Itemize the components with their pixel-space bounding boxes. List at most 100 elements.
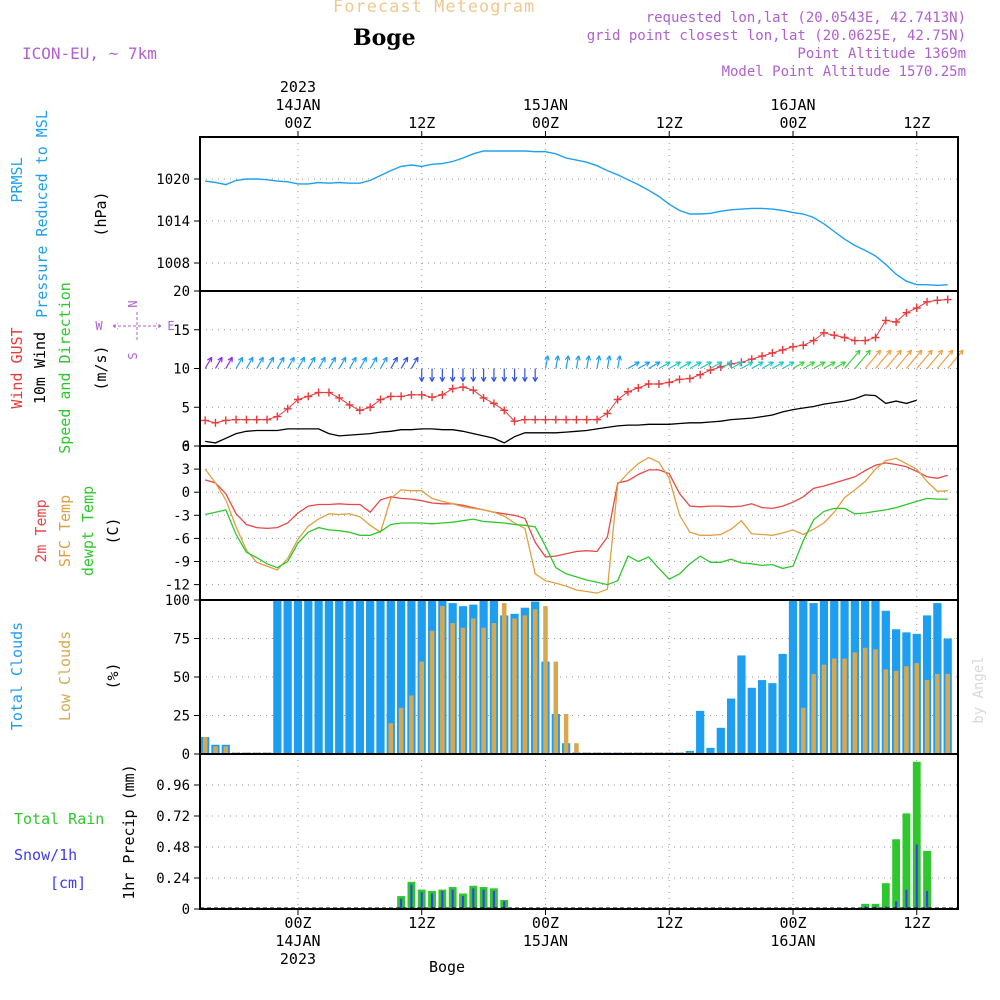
low-cloud-bar [440,606,445,754]
total-cloud-bar [685,750,694,754]
wind-arrow [379,356,388,369]
gust-marker [407,390,416,399]
gust-marker [510,417,519,426]
wind-arrow-head [799,361,805,367]
y-tick-label: 10 [173,362,190,378]
gust-marker [809,336,818,345]
total-cloud-bar [799,600,808,754]
y-tick-label: 75 [173,632,190,648]
snow-bar [461,896,465,909]
wind-arrow-head [269,356,275,363]
gust-marker [397,392,406,401]
gust-marker [355,406,364,415]
wind-arrow [297,356,305,369]
wind-arrow [266,356,275,369]
temp2m-line [205,462,948,558]
time-label-top: 16JAN [770,96,815,114]
wind-arrow-head [429,376,435,382]
low-cloud-bar [223,746,229,754]
low-cloud-bar [471,618,476,754]
time-label-bottom: 00Z [284,914,311,932]
gust-marker [892,318,901,326]
total-cloud-bar [366,600,375,754]
y-tick-label: 0 [182,902,190,918]
total-cloud-bar [396,600,406,754]
compass-west: W [95,319,103,333]
gust-marker [293,395,302,404]
grid-point-coords: grid point closest lon,lat (20.0625E, 42… [586,28,966,44]
wind-arrow [318,356,326,369]
wind-arrow [844,349,861,369]
y-tick-label: 0.24 [156,871,190,887]
y-tick-label: 20 [173,284,190,300]
wind-arrow-head [511,376,518,382]
time-label-bottom: 2023 [280,950,316,968]
gust-marker [685,374,694,383]
y-tick-label: 1008 [156,256,190,272]
wind-arrow [225,356,233,369]
gust-marker [252,415,261,424]
low-cloud-bar [924,680,930,754]
compass-north: N [126,300,140,307]
wind-arrow-head [501,376,508,382]
total-cloud-bar [345,600,354,754]
total-cloud-bar [696,710,705,754]
low-cloud-bar [512,618,517,754]
gust-marker [861,336,870,345]
wind-arrow-head [886,349,892,356]
wind-arrow-head [865,349,871,356]
wind-arrow-head [616,355,622,361]
gust-marker [520,415,529,424]
gust-marker [324,388,333,397]
wind-arrow [947,349,964,369]
gust-marker [304,392,313,401]
dewpt-label: dewpt Temp [79,486,97,576]
gust-marker [912,304,921,313]
pressure-line [205,150,948,287]
gust-marker [654,380,663,388]
wind-arrow-head [372,356,378,363]
gust-marker [541,415,550,424]
wind-arrow-head [778,361,785,367]
snow-bar [482,889,485,909]
gust-marker [232,415,241,424]
y-tick-label: 1020 [156,172,190,188]
low-cloud-bar [491,623,497,754]
rain-bar [871,903,880,909]
wind-arrow [926,349,943,369]
time-label-bottom: 00Z [779,914,806,932]
wind-arrow [390,356,398,369]
y-tick-label: 0.72 [156,809,190,825]
total-cloud-bar [293,600,303,754]
wind10m-label: 10m Wind [31,332,49,404]
wind-arrow-head [855,349,861,356]
low-cloud-bar [914,663,920,754]
gust-marker [273,412,282,421]
wind-arrow [349,356,357,369]
total-cloud-bar [376,600,385,754]
time-label-bottom: 00Z [532,914,559,932]
wind-arrow [761,361,774,370]
model-altitude: Model Point Altitude 1570.25m [721,64,966,80]
gust-marker [840,333,849,342]
gust-marker [201,416,210,425]
total-cloud-bar [706,747,715,754]
rain-bar [892,839,901,909]
wind-arrow [617,355,621,369]
wind-arrow-head [585,355,592,361]
gust-marker [593,415,602,424]
gust-marker [758,352,767,361]
gust-marker [479,393,488,402]
gust-marker [933,296,942,305]
gust-marker [799,341,808,350]
wind-arrow [699,361,712,370]
rain-bar [861,903,870,909]
wind-arrow-head [768,361,774,367]
wind-arrow [741,361,753,370]
wind-arrow [864,349,882,369]
gust-marker [469,386,478,395]
gust-marker [943,295,952,304]
gust-marker [438,390,447,399]
wind-arrow-head [906,349,913,356]
total-cloud-bar [407,600,416,754]
